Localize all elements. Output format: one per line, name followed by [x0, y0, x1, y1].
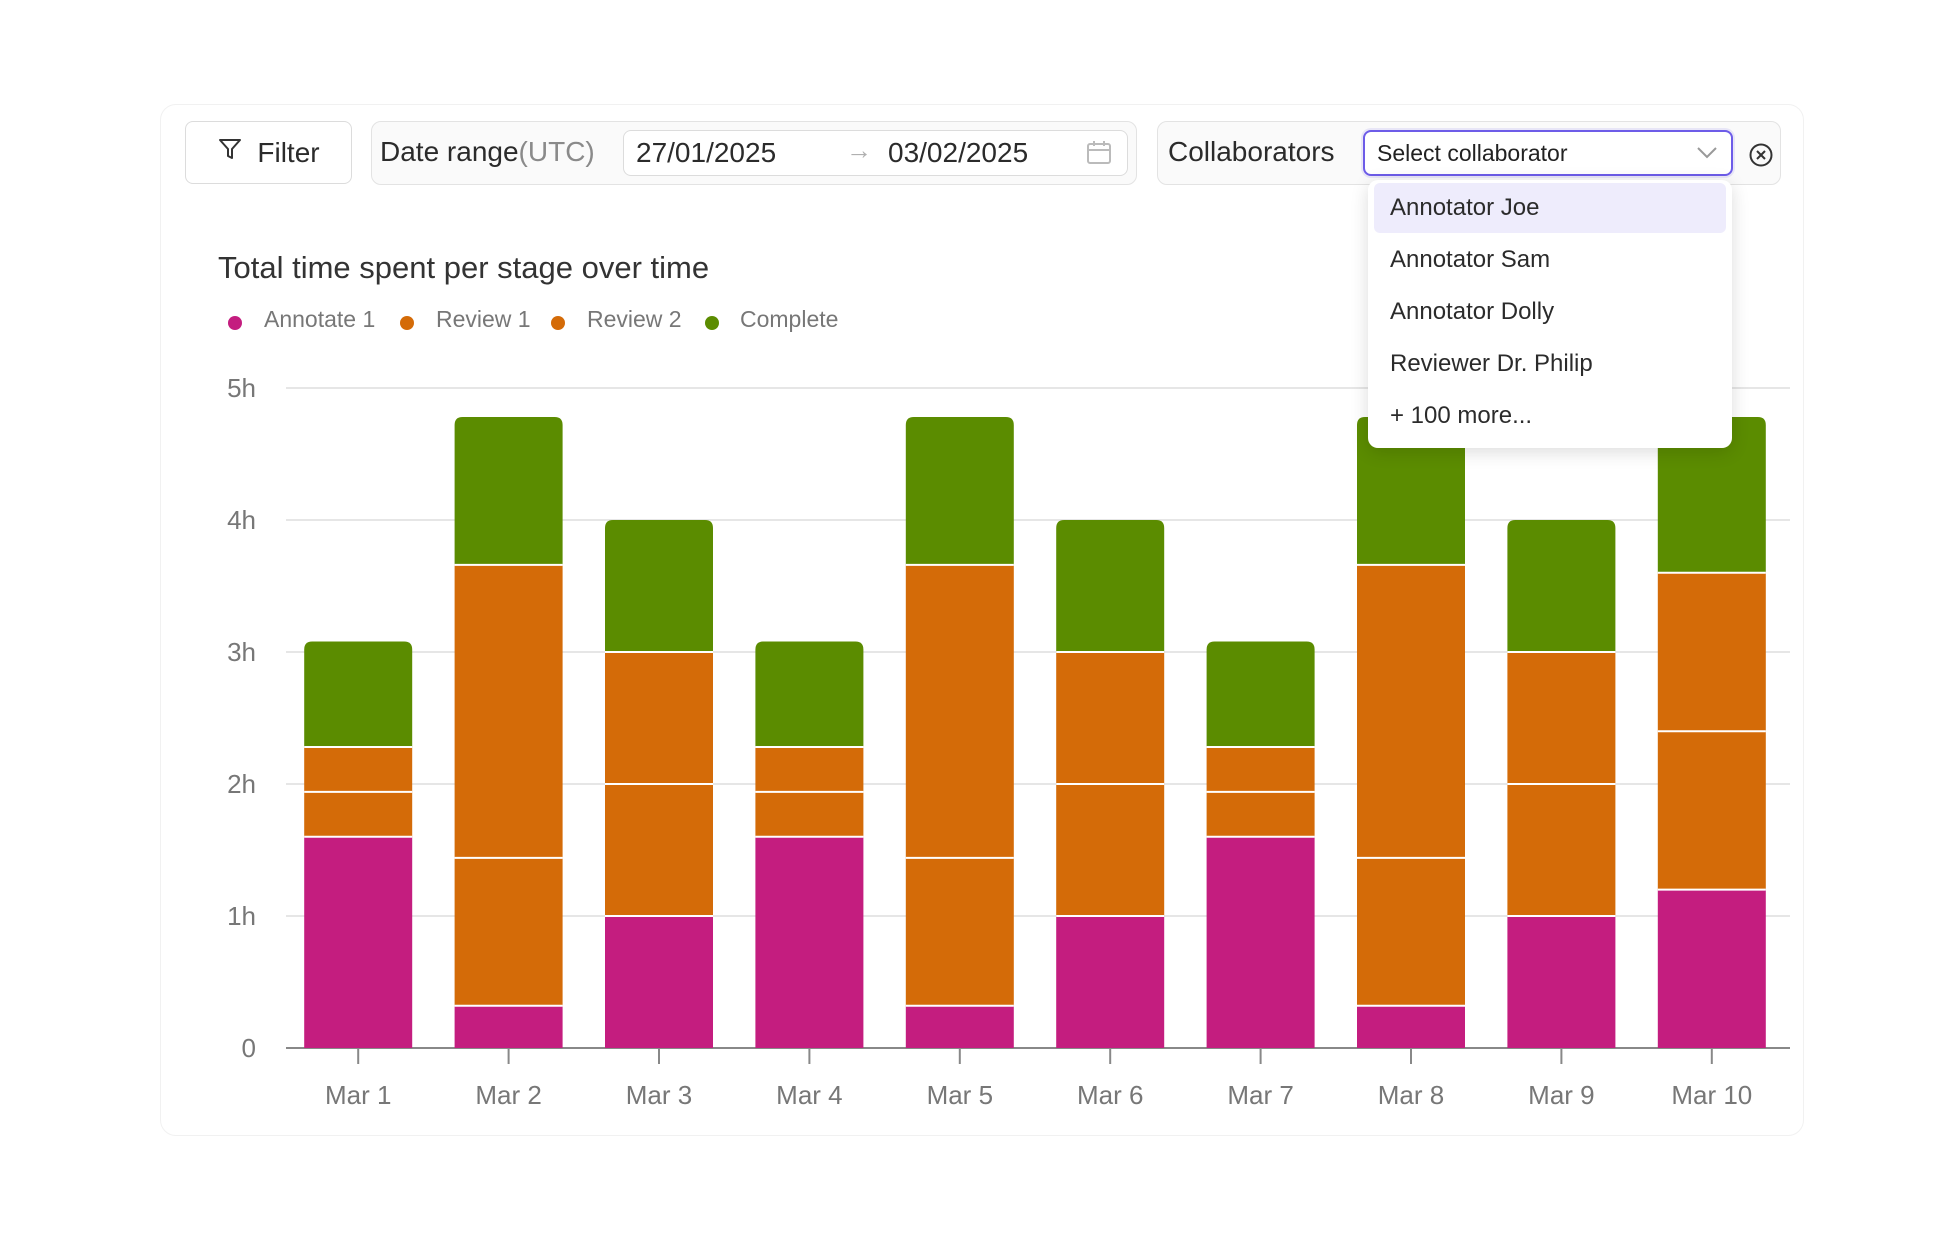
bar-segment	[605, 784, 713, 916]
bar-segment	[304, 791, 413, 837]
x-tick-label: Mar 5	[927, 1080, 993, 1110]
bar-segment	[304, 747, 413, 792]
bar-segment	[304, 836, 413, 1048]
y-tick-label: 0	[242, 1033, 256, 1063]
collaborators-group: Collaborators Select collaborator	[1157, 121, 1781, 185]
x-tick-label: Mar 9	[1528, 1080, 1594, 1110]
dropdown-item[interactable]: Annotator Dolly	[1390, 298, 1555, 325]
dropdown-item-more[interactable]: + 100 more...	[1390, 402, 1533, 429]
bar-segment	[1056, 916, 1165, 1048]
filter-icon	[217, 136, 243, 169]
legend-dot-review-1	[400, 316, 414, 330]
bar-segment	[1206, 641, 1315, 748]
y-tick-label: 5h	[227, 373, 256, 403]
dropdown-item[interactable]: Annotator Joe	[1374, 183, 1726, 233]
bar-segment	[1657, 417, 1766, 573]
date-start-input[interactable]: 27/01/2025	[636, 137, 777, 168]
legend-label-review-2: Review 2	[587, 306, 682, 332]
x-tick-label: Mar 7	[1227, 1080, 1293, 1110]
bar-segment	[1507, 916, 1616, 1048]
bar-segment	[605, 520, 713, 652]
bar-segment	[905, 857, 1014, 1006]
bar-segment	[1206, 836, 1315, 1048]
date-arrow-icon: →	[846, 135, 872, 165]
bar-segment	[1507, 520, 1616, 652]
legend-dot-annotate-1	[228, 316, 242, 330]
bar-segment	[1657, 572, 1766, 732]
bar-segment	[1357, 857, 1465, 1006]
bar-segment	[755, 747, 864, 792]
filter-button[interactable]: Filter	[185, 121, 352, 184]
bar-segment	[454, 417, 563, 565]
bar-segment	[905, 417, 1014, 565]
legend-dot-review-2	[551, 316, 565, 330]
bar-segment	[304, 641, 413, 748]
y-tick-label: 3h	[227, 637, 256, 667]
bar-segment	[1056, 520, 1165, 652]
bar-segment	[905, 564, 1014, 858]
x-tick-label: Mar 4	[776, 1080, 842, 1110]
bar-segment	[605, 652, 713, 784]
collaborator-select[interactable]: Select collaborator	[1363, 130, 1733, 176]
legend-label-complete: Complete	[740, 306, 839, 332]
date-range-picker[interactable]: 27/01/2025 → 03/02/2025	[623, 130, 1128, 176]
bar-segment	[1206, 747, 1315, 792]
collaborator-dropdown: Annotator Joe Annotator Sam Annotator Do…	[1368, 180, 1732, 448]
bar-segment	[1357, 417, 1465, 565]
collaborators-label: Collaborators	[1168, 136, 1335, 167]
dropdown-item[interactable]: Reviewer Dr. Philip	[1390, 350, 1593, 377]
chart-title: Total time spent per stage over time	[218, 250, 710, 285]
date-range-group: Date range(UTC) 27/01/2025 → 03/02/2025	[371, 121, 1137, 185]
x-tick-label: Mar 8	[1378, 1080, 1444, 1110]
legend-label-annotate-1: Annotate 1	[264, 306, 376, 332]
x-tick-label: Mar 3	[626, 1080, 692, 1110]
filter-label: Filter	[257, 136, 320, 168]
bar-segment	[454, 857, 563, 1006]
chevron-down-icon	[1695, 142, 1719, 167]
bar-segment	[605, 916, 713, 1048]
bar-segment	[755, 641, 864, 748]
y-tick-label: 1h	[227, 901, 256, 931]
date-end-input[interactable]: 03/02/2025	[888, 137, 1029, 168]
bar-segment	[1056, 652, 1165, 784]
dropdown-item[interactable]: Annotator Sam	[1390, 246, 1551, 273]
bar-segment	[1657, 889, 1766, 1048]
date-range-timezone: (UTC)	[518, 136, 595, 167]
bar-segment	[1357, 564, 1465, 858]
y-tick-label: 2h	[227, 769, 256, 799]
bar-segment	[755, 791, 864, 837]
bar-segment	[1507, 784, 1616, 916]
bar-segment	[1507, 652, 1616, 784]
collaborator-select-placeholder: Select collaborator	[1377, 140, 1568, 166]
bar-segment	[1206, 791, 1315, 837]
bar-segment	[454, 1005, 563, 1048]
x-tick-label: Mar 6	[1077, 1080, 1143, 1110]
bar-segment	[1056, 784, 1165, 916]
legend-label-review-1: Review 1	[436, 306, 531, 332]
x-tick-label: Mar 2	[475, 1080, 541, 1110]
x-tick-label: Mar 1	[325, 1080, 391, 1110]
bar-segment	[1357, 1005, 1465, 1048]
y-tick-label: 4h	[227, 505, 256, 535]
bar-segment	[755, 836, 864, 1048]
legend-dot-complete	[705, 316, 719, 330]
bar-segment	[1657, 731, 1766, 890]
x-tick-label: Mar 10	[1671, 1080, 1752, 1110]
calendar-icon[interactable]	[1086, 140, 1112, 171]
date-range-label: Date range(UTC)	[380, 136, 595, 167]
bar-segment	[905, 1005, 1014, 1048]
clear-icon[interactable]	[1748, 142, 1774, 173]
bar-segment	[454, 564, 563, 858]
